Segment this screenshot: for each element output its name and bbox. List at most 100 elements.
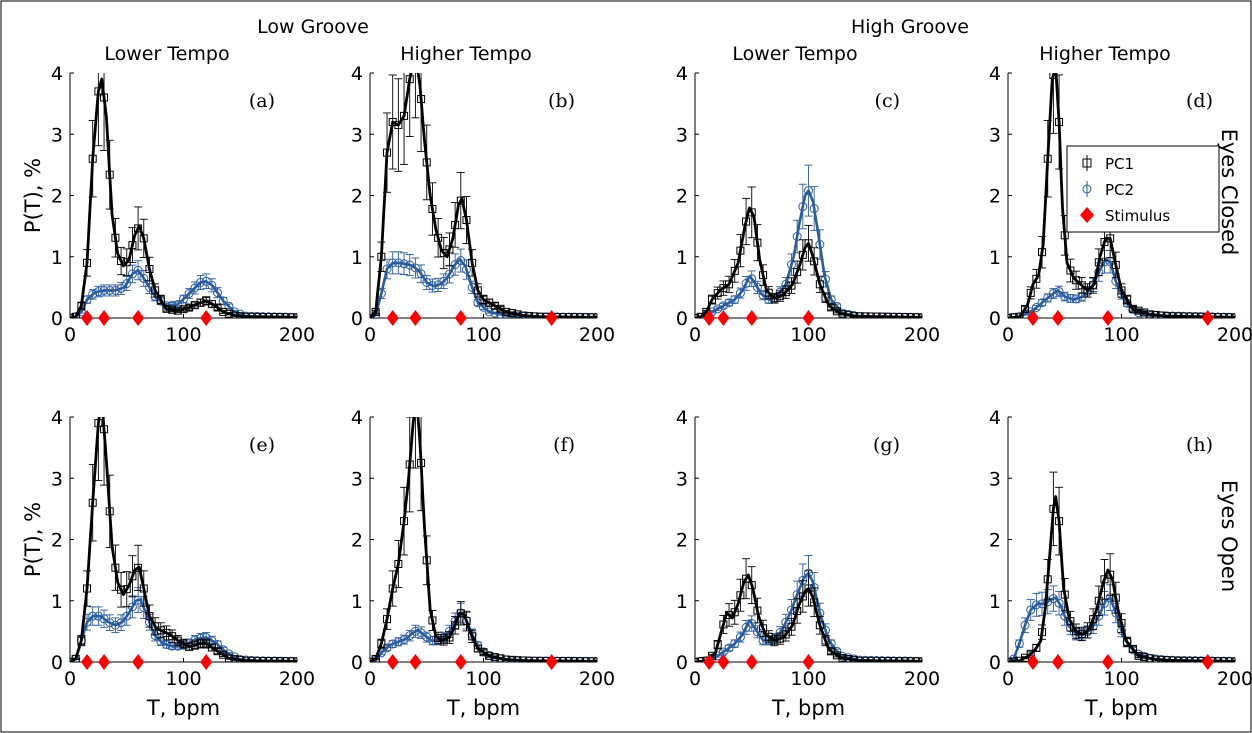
- pc1-point: [445, 245, 454, 254]
- pc1-point: [394, 121, 403, 130]
- pc1-point: [719, 620, 728, 629]
- pc1-point: [456, 609, 465, 618]
- stimulus-marker: [802, 310, 815, 326]
- pc2-point: [1048, 289, 1058, 298]
- pc1-point: [434, 233, 443, 242]
- pc2-point: [133, 595, 143, 605]
- pc2-point: [758, 290, 768, 300]
- pc1-point: [1168, 312, 1177, 318]
- pc2-point: [1026, 605, 1036, 615]
- panel-g: 0 100 200 0 1 2 3 4 (g) T, bpm: [676, 407, 940, 720]
- pc1-point: [1072, 276, 1081, 285]
- x-tick-label: 200: [279, 668, 315, 690]
- pc1-point: [111, 563, 120, 572]
- pc1-point: [1072, 627, 1081, 636]
- pc2-point: [122, 279, 132, 289]
- pc2-point: [422, 277, 432, 287]
- x-tick-label: 100: [1103, 324, 1139, 346]
- pc1-point: [117, 585, 126, 594]
- pc1-point: [713, 289, 722, 298]
- pc1-point: [1094, 596, 1103, 605]
- pc1-point: [570, 657, 579, 662]
- pc1-point: [1191, 312, 1200, 318]
- pc1-point: [878, 656, 887, 662]
- pc1-point: [293, 313, 297, 318]
- pc2-point: [1060, 292, 1070, 302]
- y-tick-label: 1: [676, 247, 688, 269]
- plot-area: [695, 164, 922, 318]
- pc1-point: [128, 572, 137, 581]
- pc1-point: [1179, 312, 1188, 318]
- pc2-point: [724, 298, 734, 308]
- pc1-point: [241, 656, 250, 662]
- stimulus-marker: [717, 310, 730, 326]
- pc2-point: [93, 287, 103, 297]
- pc1-point: [71, 654, 80, 662]
- pc1-point: [895, 657, 904, 662]
- pc1-point: [247, 656, 256, 662]
- pc1-point: [94, 87, 103, 96]
- stimulus-marker: [1201, 310, 1214, 326]
- pc1-point: [713, 640, 722, 649]
- y-tick-label: 4: [51, 63, 63, 85]
- pc1-point: [878, 312, 887, 318]
- legend-label: PC1: [1105, 155, 1134, 173]
- pc1-point: [1174, 312, 1183, 318]
- pc1-point: [405, 460, 414, 469]
- y-tick-label: 3: [351, 124, 363, 146]
- y-tick-label: 1: [989, 247, 1001, 269]
- column-label-4: Higher Tempo: [1039, 43, 1170, 65]
- pc1-point: [838, 310, 847, 318]
- pc2-point: [752, 282, 762, 292]
- x-tick-label: 0: [64, 324, 76, 346]
- pc1-point: [1106, 570, 1115, 579]
- pc1-point: [781, 630, 790, 639]
- x-axis-title: T, bpm: [771, 696, 845, 720]
- pc1-point: [776, 634, 785, 643]
- pc1-point: [105, 170, 114, 179]
- pc1-point: [889, 312, 898, 318]
- pc1-point: [906, 657, 915, 662]
- pc2-point: [161, 640, 171, 650]
- pc1-point: [71, 312, 80, 318]
- stimulus-marker: [1101, 310, 1114, 326]
- pc1-point: [236, 655, 245, 662]
- pc1-point: [77, 636, 86, 645]
- pc1-point: [736, 591, 745, 600]
- pc1-point: [753, 606, 762, 615]
- pc1-point: [900, 313, 909, 318]
- pc1-point: [281, 313, 290, 318]
- x-tick-label: 200: [579, 668, 615, 690]
- pc2-point: [1031, 600, 1041, 610]
- pc1-point: [593, 313, 597, 318]
- x-tick-label: 0: [64, 668, 76, 690]
- pc1-point: [793, 268, 802, 277]
- pc1-point: [1145, 654, 1154, 662]
- pc2-point: [1065, 293, 1075, 303]
- pc1-point: [77, 301, 86, 310]
- pc2-point: [747, 619, 757, 629]
- pc1-point: [258, 312, 267, 318]
- y-tick-label: 4: [351, 407, 363, 429]
- pc2-point: [99, 285, 109, 295]
- pc1-point: [564, 657, 573, 662]
- pc2-point: [116, 284, 126, 294]
- pc1-point: [383, 148, 392, 157]
- pc1-point: [1225, 313, 1234, 318]
- pc2-point: [1020, 620, 1030, 630]
- legend: PC1 PC2 Stimulus: [1066, 145, 1220, 233]
- pc1-point: [162, 304, 171, 313]
- y-tick-label: 3: [989, 468, 1001, 490]
- pc1-point: [1021, 304, 1030, 313]
- x-axis-title: T, bpm: [146, 696, 220, 720]
- y-tick-label: 1: [989, 591, 1001, 613]
- pc1-point: [139, 234, 148, 243]
- pc1-point: [405, 75, 414, 84]
- plot-area: [370, 73, 597, 318]
- panel-label: (h): [1186, 434, 1213, 456]
- pc1-point: [866, 312, 875, 318]
- pc1-point: [105, 507, 114, 516]
- pc1-point: [473, 286, 482, 295]
- pc1-point: [224, 309, 233, 318]
